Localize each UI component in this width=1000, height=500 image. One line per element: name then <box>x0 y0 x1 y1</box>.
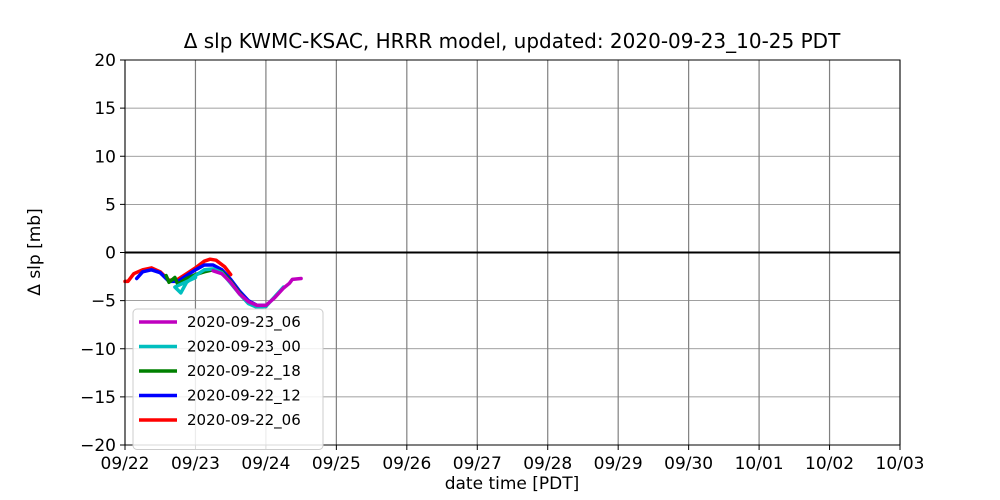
x-tick-label: 10/02 <box>805 454 854 474</box>
x-tick-label: 09/24 <box>241 454 290 474</box>
y-tick-label: 15 <box>94 99 116 119</box>
y-tick-label: 20 <box>94 51 116 71</box>
x-tick-label: 09/23 <box>171 454 220 474</box>
legend-box <box>132 308 324 450</box>
y-tick-label: −15 <box>80 388 116 408</box>
x-tick-label: 09/25 <box>312 454 361 474</box>
y-tick-label: 0 <box>105 244 116 264</box>
x-tick-label: 09/27 <box>453 454 502 474</box>
x-tick-label: 10/03 <box>876 454 925 474</box>
x-axis: 09/22 09/23 09/24 09/25 09/26 09/27 09/28 09/29… <box>101 445 925 474</box>
x-tick-label: 09/30 <box>664 454 713 474</box>
y-tick-label: 5 <box>105 195 116 215</box>
y-tick-label: −20 <box>80 436 116 456</box>
series-line <box>211 269 303 308</box>
legend-label: 2020-09-23_06 <box>187 313 301 332</box>
y-tick-label: 10 <box>94 147 116 167</box>
y-tick-label: −10 <box>80 340 116 360</box>
y-axis: 20 15 10 5 0 −5 −10 −15 −20 <box>80 51 125 456</box>
legend-label: 2020-09-22_12 <box>187 387 301 406</box>
legend: 2020-09-23_06 2020-09-23_00 2020-09-22_18 2… <box>132 308 324 450</box>
y-tick-label: −5 <box>91 292 116 312</box>
x-axis-label: date time [PDT] <box>445 474 580 494</box>
x-tick-label: 09/28 <box>523 454 572 474</box>
y-axis-label: Δ slp [mb] <box>25 208 45 295</box>
legend-label: 2020-09-23_00 <box>187 338 301 357</box>
series-group <box>123 257 303 310</box>
x-tick-label: 09/22 <box>101 454 150 474</box>
chart-title: Δ slp KWMC-KSAC, HRRR model, updated: 20… <box>184 29 841 53</box>
legend-label: 2020-09-22_18 <box>187 362 301 381</box>
x-tick-label: 09/26 <box>382 454 431 474</box>
x-tick-label: 09/29 <box>594 454 643 474</box>
x-tick-label: 10/01 <box>735 454 784 474</box>
legend-label: 2020-09-22_06 <box>187 411 301 430</box>
